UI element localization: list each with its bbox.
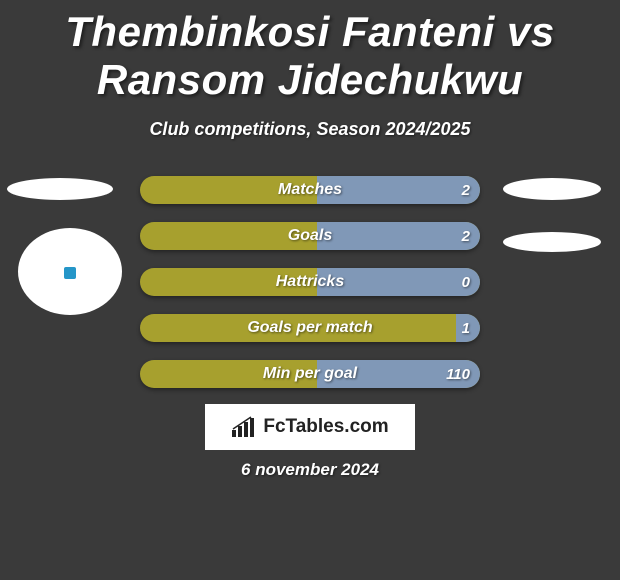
stat-bar-label: Goals per match [140, 314, 480, 342]
subtitle: Club competitions, Season 2024/2025 [0, 119, 620, 140]
stat-bar: Hattricks 0 [140, 268, 480, 296]
stat-bar-value-right: 1 [462, 314, 470, 342]
stat-bar: Goals per match 1 [140, 314, 480, 342]
stat-bar-label: Min per goal [140, 360, 480, 388]
page-title: Thembinkosi Fanteni vs Ransom Jidechukwu [0, 0, 620, 105]
player-left-avatar [18, 228, 122, 315]
stat-bar-value-right: 110 [446, 360, 470, 388]
stat-bar-label: Goals [140, 222, 480, 250]
stat-bar-label: Hattricks [140, 268, 480, 296]
stat-bar-value-right: 2 [462, 222, 470, 250]
player-right-placeholder-1 [503, 178, 601, 200]
bars-icon [231, 416, 257, 438]
stat-bars: Matches 2 Goals 2 Hattricks 0 Goals per … [140, 176, 480, 406]
player-right-placeholder-2 [503, 232, 601, 252]
logo-box: FcTables.com [205, 404, 415, 450]
stat-bar-value-right: 2 [462, 176, 470, 204]
avatar-marker-icon [64, 267, 76, 279]
player-left-placeholder-1 [7, 178, 113, 200]
stat-bar-label: Matches [140, 176, 480, 204]
stat-bar: Min per goal 110 [140, 360, 480, 388]
stat-bar: Goals 2 [140, 222, 480, 250]
stat-bar-value-right: 0 [462, 268, 470, 296]
stat-bar: Matches 2 [140, 176, 480, 204]
date-text: 6 november 2024 [0, 460, 620, 480]
logo-text: FcTables.com [263, 416, 388, 438]
